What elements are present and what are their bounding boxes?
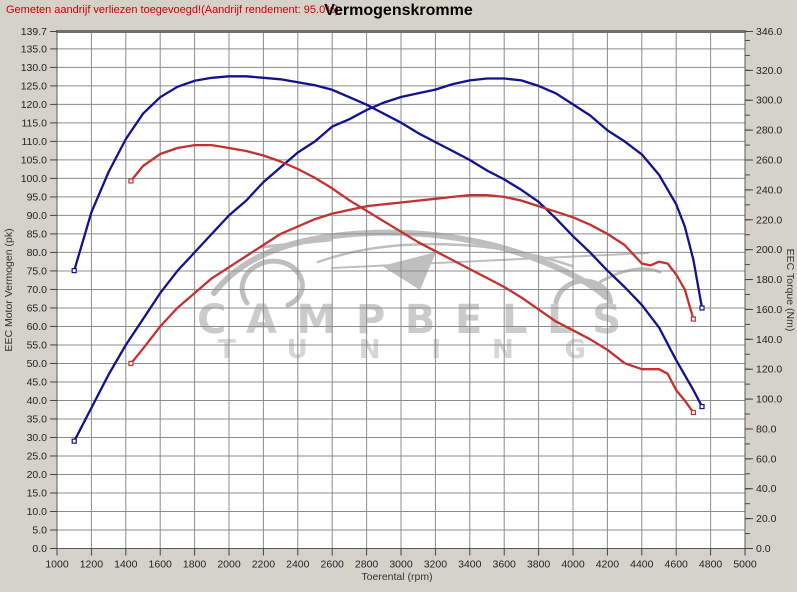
x-axis-tick-label: 2200 bbox=[252, 559, 276, 571]
right-axis-title: EEC Torque (Nm) bbox=[784, 249, 796, 332]
left-axis-tick-label: 5.0 bbox=[32, 524, 47, 536]
x-axis-tick-label: 4200 bbox=[596, 559, 620, 571]
right-axis-tick-label: 200.0 bbox=[756, 244, 782, 256]
right-axis-tick-label: 80.0 bbox=[756, 423, 777, 435]
watermark-brand-line1: CAMPBELLS bbox=[197, 297, 621, 343]
left-axis-tick-label: 135.0 bbox=[21, 43, 47, 55]
curve-endpoint-marker bbox=[699, 403, 705, 410]
axis-ticks-and-labels: 0.0 5.0 10.0 15.0 20.0 25.0 30.0 35.0 40.0 45.0 50… bbox=[21, 26, 783, 571]
right-axis-tick-label: 160.0 bbox=[756, 304, 782, 316]
left-axis-tick-label: 130.0 bbox=[21, 62, 47, 74]
right-axis-tick-label: 280.0 bbox=[756, 125, 782, 137]
x-axis-tick-label: 3000 bbox=[389, 559, 413, 571]
x-axis-tick-label: 3600 bbox=[493, 559, 517, 571]
left-axis-tick-label: 85.0 bbox=[27, 228, 48, 240]
right-axis-tick-label: 60.0 bbox=[756, 453, 777, 465]
left-axis-tick-label: 40.0 bbox=[27, 395, 48, 407]
x-axis-tick-label: 2400 bbox=[286, 559, 310, 571]
driveline-loss-note: Gemeten aandrijf verliezen toegevoegd!(A… bbox=[6, 4, 339, 16]
x-axis-tick-label: 5000 bbox=[733, 559, 757, 571]
left-axis-tick-label: 45.0 bbox=[27, 376, 48, 388]
x-axis-tick-label: 4400 bbox=[630, 559, 654, 571]
curve-endpoint-marker bbox=[71, 267, 77, 274]
right-axis-tick-label: 180.0 bbox=[756, 274, 782, 286]
x-axis-tick-label: 2000 bbox=[217, 559, 241, 571]
x-axis-tick-label: 4800 bbox=[699, 559, 723, 571]
curve-endpoint-marker bbox=[128, 360, 134, 367]
right-axis-tick-label: 20.0 bbox=[756, 513, 777, 525]
curve-endpoint-marker bbox=[71, 438, 77, 444]
right-axis-tick-label: 320.0 bbox=[756, 65, 782, 77]
left-axis-tick-label: 80.0 bbox=[27, 247, 48, 259]
right-axis-tick-label: 0.0 bbox=[756, 543, 771, 555]
x-axis-tick-label: 3200 bbox=[424, 559, 448, 571]
right-axis-tick-label: 346.0 bbox=[756, 26, 782, 38]
left-axis-tick-label: 90.0 bbox=[27, 210, 48, 222]
left-axis-tick-label: 100.0 bbox=[21, 173, 47, 185]
x-axis-tick-label: 1200 bbox=[80, 559, 104, 571]
x-axis-tick-label: 4600 bbox=[665, 559, 689, 571]
left-axis-tick-label: 75.0 bbox=[27, 265, 48, 277]
left-axis-tick-label: 25.0 bbox=[27, 450, 48, 462]
right-axis-tick-label: 240.0 bbox=[756, 184, 782, 196]
left-axis-tick-label: 65.0 bbox=[27, 302, 48, 314]
curve-endpoint-marker bbox=[699, 305, 705, 311]
gridlines bbox=[57, 31, 745, 549]
right-axis-tick-label: 120.0 bbox=[756, 364, 782, 376]
left-axis-tick-label: 139.7 bbox=[21, 26, 47, 38]
curve-endpoint-marker bbox=[690, 409, 697, 416]
x-axis-tick-label: 2800 bbox=[355, 559, 379, 571]
right-axis-tick-label: 140.0 bbox=[756, 334, 782, 346]
right-axis-tick-label: 220.0 bbox=[756, 214, 782, 226]
left-axis-title: EEC Motor Vermogen (pk) bbox=[3, 228, 15, 351]
left-axis-tick-label: 55.0 bbox=[27, 339, 48, 351]
left-axis-tick-label: 35.0 bbox=[27, 413, 48, 425]
curve-endpoint-marker bbox=[128, 178, 134, 184]
x-axis-tick-label: 4000 bbox=[561, 559, 585, 571]
page-title: Vermogenskromme bbox=[324, 2, 473, 19]
x-axis-tick-label: 1600 bbox=[149, 559, 173, 571]
curve-koppel-blauw bbox=[71, 75, 705, 410]
x-axis-tick-label: 3800 bbox=[527, 559, 551, 571]
curve-endpoint-marker bbox=[690, 316, 697, 322]
left-axis-tick-label: 0.0 bbox=[32, 543, 47, 555]
left-axis-tick-label: 50.0 bbox=[27, 358, 48, 370]
x-axis-tick-label: 1000 bbox=[45, 559, 69, 571]
left-axis-tick-label: 105.0 bbox=[21, 154, 47, 166]
curve-vermogen-rood bbox=[128, 193, 697, 367]
right-axis-tick-label: 40.0 bbox=[756, 483, 777, 495]
x-axis-tick-label: 2600 bbox=[321, 559, 345, 571]
left-axis-tick-label: 120.0 bbox=[21, 99, 47, 111]
left-axis-tick-label: 95.0 bbox=[27, 191, 48, 203]
left-axis-tick-label: 125.0 bbox=[21, 80, 47, 92]
left-axis-tick-label: 110.0 bbox=[22, 136, 48, 148]
curve-vermogen-blauw bbox=[71, 77, 705, 444]
x-axis-tick-label: 1800 bbox=[183, 559, 207, 571]
right-axis-tick-label: 100.0 bbox=[756, 394, 782, 406]
x-axis-tick-label: 1400 bbox=[114, 559, 138, 571]
left-axis-tick-label: 70.0 bbox=[27, 284, 48, 296]
left-axis-tick-label: 60.0 bbox=[27, 321, 48, 333]
dyno-curves bbox=[71, 75, 705, 444]
right-axis-tick-label: 260.0 bbox=[756, 155, 782, 167]
left-axis-tick-label: 10.0 bbox=[27, 506, 48, 518]
curve-koppel-rood bbox=[128, 143, 697, 416]
left-axis-tick-label: 20.0 bbox=[27, 469, 48, 481]
left-axis-tick-label: 30.0 bbox=[27, 432, 48, 444]
left-axis-tick-label: 115.0 bbox=[22, 117, 48, 129]
x-axis-tick-label: 3400 bbox=[458, 559, 482, 571]
x-axis-title: Toerental (rpm) bbox=[361, 571, 432, 583]
right-axis-tick-label: 300.0 bbox=[756, 95, 782, 107]
left-axis-tick-label: 15.0 bbox=[27, 487, 48, 499]
